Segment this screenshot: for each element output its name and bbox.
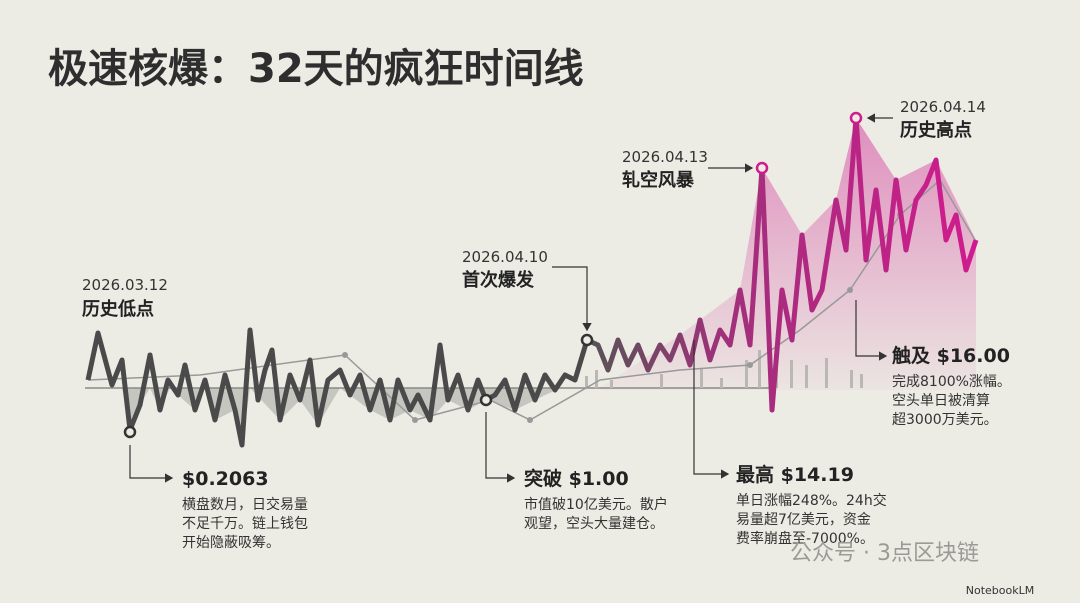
date: 2026.04.14 bbox=[900, 98, 986, 116]
callout-headline: 触及 $16.00 bbox=[892, 344, 1010, 367]
watermark: 公众号 · 3点区块链 bbox=[790, 541, 979, 566]
decor-chart bbox=[85, 111, 979, 483]
callout-line: 观望，空头大量建仓。 bbox=[524, 516, 664, 532]
callout-line: 开始隐蔽吸筹。 bbox=[182, 534, 280, 551]
brand: NotebookLM bbox=[966, 584, 1034, 597]
callout-headline: $0.2063 bbox=[182, 468, 269, 490]
title: 极速核爆：32天的疯狂时间线 bbox=[48, 46, 584, 92]
callout-line: 不足千万。链上钱包 bbox=[182, 516, 308, 532]
callout-line: 易量超7亿美元，资金 bbox=[736, 512, 871, 528]
callout-headline: 最高 $14.19 bbox=[736, 463, 854, 486]
label: 首次爆发 bbox=[462, 269, 535, 291]
label: 历史高点 bbox=[900, 119, 972, 141]
date: 2026.03.12 bbox=[82, 276, 168, 294]
callout-headline: 突破 $1.00 bbox=[524, 467, 629, 490]
callout-line: 超3000万美元。 bbox=[892, 412, 998, 428]
label: 历史低点 bbox=[82, 298, 154, 320]
callout-line: 空头单日被清算 bbox=[892, 393, 990, 409]
callout-line: 费率崩盘至-7000%。 bbox=[736, 530, 874, 547]
callout-line: 完成8100%涨幅。 bbox=[892, 374, 1011, 390]
callout-line: 单日涨幅248%。24h交 bbox=[736, 492, 887, 509]
date: 2026.04.10 bbox=[462, 248, 548, 266]
callout-line: 横盘数月，日交易量 bbox=[182, 496, 308, 513]
label: 轧空风暴 bbox=[622, 169, 695, 191]
callout-line: 市值破10亿美元。散户 bbox=[524, 496, 668, 513]
date: 2026.04.13 bbox=[622, 148, 708, 166]
